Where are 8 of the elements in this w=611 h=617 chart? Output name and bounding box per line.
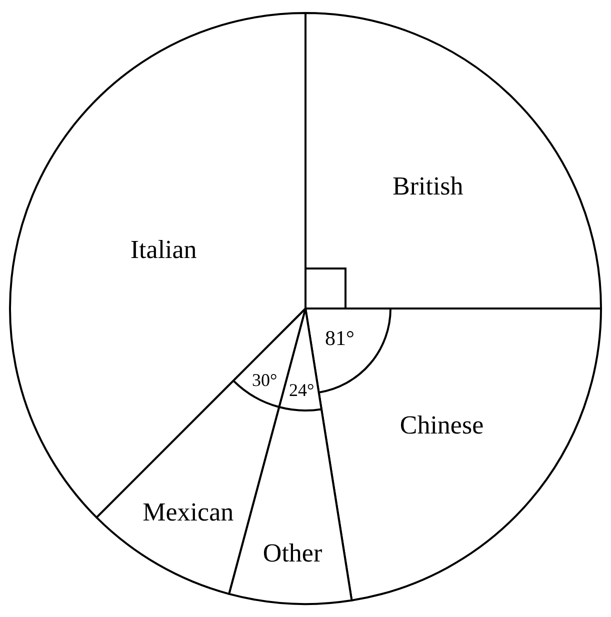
slice-label: Other [262,538,322,568]
data-label: 24° [289,380,314,400]
slice-label: Italian [130,235,197,264]
slice-label: British [392,172,464,201]
slice-label: Chinese [400,410,484,440]
slice-label: Mexican [142,497,234,526]
data-label: 30° [252,370,278,390]
data-label: 81° [325,326,354,350]
